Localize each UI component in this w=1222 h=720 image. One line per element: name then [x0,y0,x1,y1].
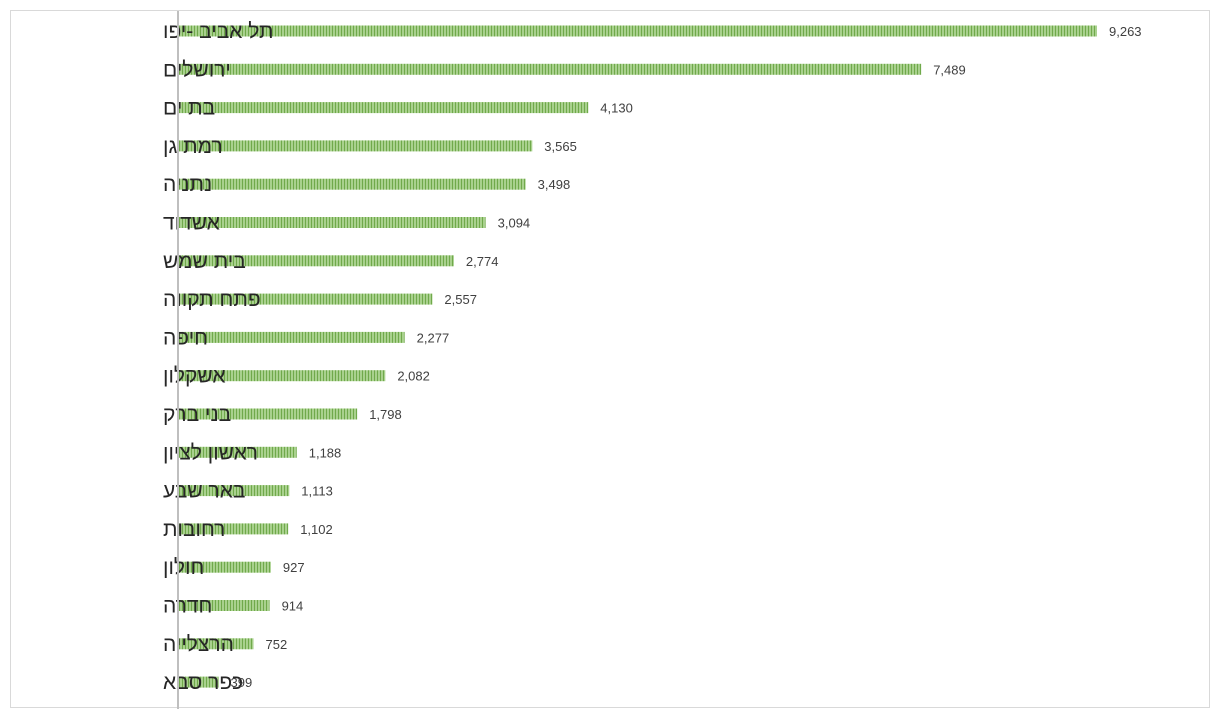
value-label: 3,498 [538,177,571,192]
category-label: ירושלים [163,58,231,81]
category-label: בית שמש [163,250,246,273]
category-label: חיפה [163,326,208,349]
bar [179,370,386,382]
bar [179,676,219,688]
value-label: 1,102 [300,522,333,537]
value-label: 927 [283,560,305,575]
value-label: 4,130 [600,101,633,116]
bar [179,331,405,343]
category-label: חדרה [163,595,212,618]
bar [179,178,526,190]
category-label: בני ברק [163,403,231,426]
value-label: 1,798 [369,407,402,422]
category-label: באר שבע [163,480,246,503]
category-label: רחובות [163,518,225,541]
value-label: 752 [266,637,288,652]
bar [179,600,270,611]
value-label: 914 [282,599,304,614]
bar [179,217,486,228]
category-label: נתניה [163,173,212,196]
category-label: הרצלייה [163,633,234,656]
category-label: אשקלון [163,365,226,388]
bar [179,140,533,152]
value-labels: 9,263 7,489 4,130 3,565 3,498 3,094 2,774 2,557… [231,24,1142,690]
category-label: חולון [163,556,204,579]
bars [179,25,1097,688]
value-label: 1,113 [301,484,333,499]
value-label: 3,094 [498,216,531,231]
category-label: בת ים [163,97,215,120]
bar [179,561,271,573]
category-label: אשדוד [163,212,220,235]
bar-chart: תל אביב -יפו ירושלים בת ים רמת גן נתניה אשדוד… [163,11,1142,709]
chart-area: תל אביב -יפו ירושלים בת ים רמת גן נתניה אשדוד… [10,10,1210,709]
category-label: כפר סבא [163,671,243,694]
value-label: 399 [231,675,253,690]
value-label: 1,188 [309,445,342,460]
category-label: תל אביב -יפו [163,20,274,43]
bar [179,293,433,305]
category-label: ראשון לציון [163,441,258,464]
value-label: 2,557 [444,292,477,307]
value-label: 9,263 [1109,24,1142,39]
category-label: פתח תקווה [163,288,261,311]
value-label: 2,277 [417,330,450,345]
bar [179,638,254,650]
value-label: 2,774 [466,254,499,269]
bar [179,408,358,420]
category-labels: תל אביב -יפו ירושלים בת ים רמת גן נתניה אשדוד… [163,20,274,694]
bar [179,63,922,75]
bar [179,255,454,267]
value-label: 2,082 [397,369,430,384]
value-label: 3,565 [544,139,577,154]
category-label: רמת גן [163,135,223,158]
bar [179,485,290,497]
value-label: 7,489 [933,62,966,77]
bar [179,446,297,458]
bar [179,25,1097,37]
bar [179,523,289,535]
bar [179,102,589,114]
